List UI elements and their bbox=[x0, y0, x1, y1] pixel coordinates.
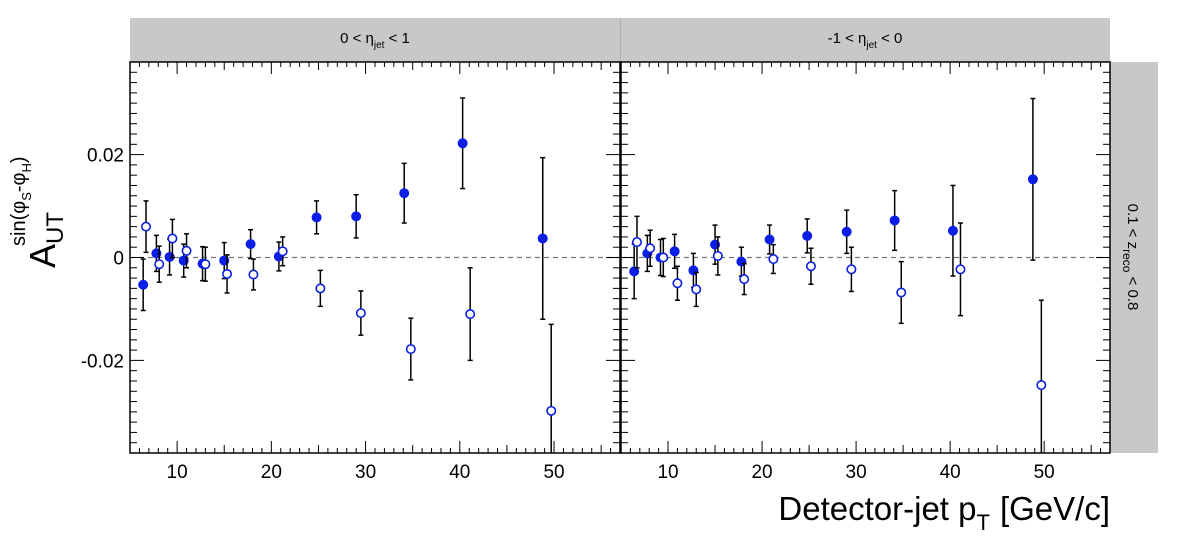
data-point-filled bbox=[311, 212, 322, 223]
x-tick-label: 30 bbox=[846, 462, 867, 483]
data-point-open bbox=[222, 268, 233, 279]
data-point-filled bbox=[245, 239, 256, 250]
y-tick-label: -0.02 bbox=[81, 351, 124, 372]
x-axis-title: Detector-jet pT [GeV/c] bbox=[778, 490, 1110, 535]
data-point-open bbox=[672, 278, 683, 289]
data-point-open bbox=[645, 243, 656, 254]
data-point-open bbox=[739, 274, 750, 285]
strip-label-panel-1: 0 < ηjet < 1 bbox=[340, 30, 410, 51]
x-tick-label: 40 bbox=[449, 462, 470, 483]
x-tick-label: 50 bbox=[1034, 462, 1055, 483]
data-point-open bbox=[200, 259, 211, 270]
data-point-open bbox=[355, 308, 366, 319]
y-tick-label: 0.02 bbox=[87, 146, 124, 167]
data-point-open bbox=[1036, 380, 1047, 391]
data-point-filled bbox=[947, 225, 958, 236]
y-tick-label: 0 bbox=[113, 249, 124, 270]
data-point-open bbox=[805, 261, 816, 272]
strip-label-right: 0.1 < zreco < 0.8 bbox=[1120, 204, 1141, 311]
strip-label-panel-2: -1 < ηjet < 0 bbox=[828, 30, 903, 51]
data-point-open bbox=[315, 283, 326, 294]
strip-right bbox=[1110, 62, 1158, 453]
data-point-open bbox=[277, 246, 288, 257]
data-point-open bbox=[846, 264, 857, 275]
data-point-filled bbox=[351, 211, 362, 222]
data-points bbox=[138, 97, 1047, 453]
data-point-open bbox=[405, 344, 416, 355]
data-point-open bbox=[181, 245, 192, 256]
y-axis-title-text: AUTsin(φS-φH) bbox=[8, 156, 69, 268]
data-point-open bbox=[631, 237, 642, 248]
data-point-open bbox=[248, 269, 259, 280]
data-point-filled bbox=[841, 226, 852, 237]
data-point-open bbox=[712, 250, 723, 261]
x-tick-label: 10 bbox=[167, 462, 188, 483]
data-point-open bbox=[896, 287, 907, 298]
data-point-filled bbox=[399, 188, 410, 199]
data-point-open bbox=[691, 284, 702, 295]
data-point-open bbox=[546, 405, 557, 416]
data-point-filled bbox=[889, 215, 900, 226]
data-point-filled bbox=[764, 234, 775, 245]
x-tick-label: 30 bbox=[355, 462, 376, 483]
y-axis-title: AUTsin(φS-φH) bbox=[8, 156, 69, 268]
data-point-open bbox=[768, 254, 779, 265]
x-tick-label: 20 bbox=[751, 462, 772, 483]
strip-panel-1 bbox=[130, 18, 620, 62]
x-tick-label: 50 bbox=[543, 462, 564, 483]
axis-ticks: 10 20 30 40 50 0.02 0 -0.02 10 20 30 40 50 bbox=[81, 61, 1111, 483]
data-point-filled bbox=[802, 230, 813, 241]
strip-panel-2 bbox=[621, 18, 1110, 62]
data-point-filled bbox=[537, 233, 548, 244]
data-point-filled bbox=[1027, 174, 1038, 185]
data-point-open bbox=[141, 221, 152, 232]
data-point-open bbox=[955, 264, 966, 275]
x-tick-label: 40 bbox=[940, 462, 961, 483]
data-point-open bbox=[658, 252, 669, 263]
x-tick-label: 20 bbox=[261, 462, 282, 483]
data-point-open bbox=[154, 259, 165, 270]
data-point-open bbox=[465, 309, 476, 320]
data-point-filled bbox=[669, 246, 680, 257]
data-point-filled bbox=[629, 266, 640, 277]
data-point-filled bbox=[457, 138, 468, 149]
data-point-open bbox=[167, 233, 178, 244]
x-tick-label: 10 bbox=[657, 462, 678, 483]
data-point-filled bbox=[138, 279, 149, 290]
